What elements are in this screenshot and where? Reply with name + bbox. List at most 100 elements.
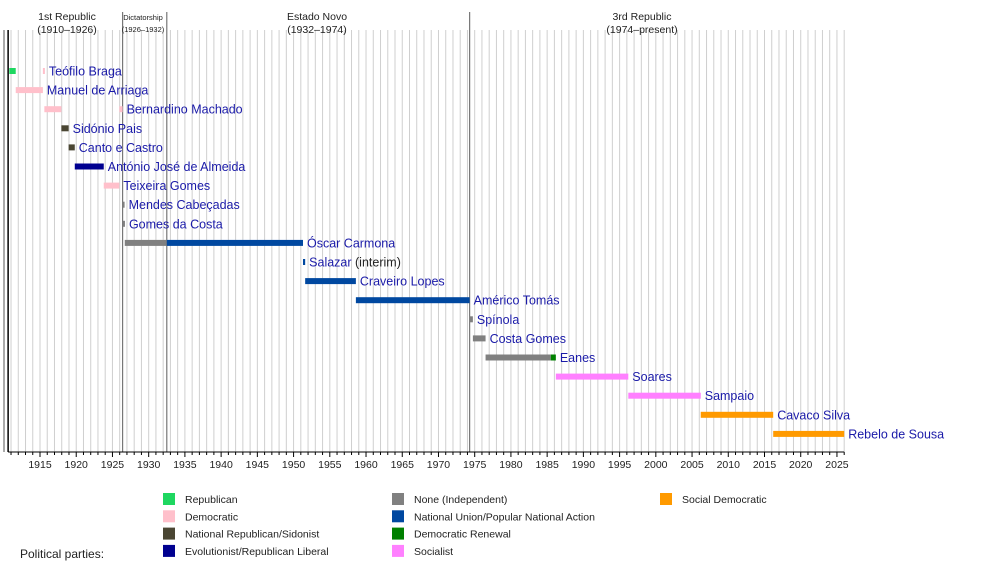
president-label: Óscar Carmona: [307, 235, 395, 250]
legend-label: Evolutionist/Republican Liberal: [185, 546, 329, 558]
x-tick-label: 1930: [137, 459, 161, 471]
president-name: Óscar Carmona: [307, 235, 395, 250]
term-bar: [61, 125, 69, 132]
term-bar: [166, 239, 303, 246]
x-tick-label: 1990: [572, 459, 596, 471]
x-tick-label: 1950: [282, 459, 306, 471]
president-label: Sampaio: [705, 389, 754, 403]
x-tick-label: 1970: [427, 459, 451, 471]
president-name: Craveiro Lopes: [360, 275, 445, 289]
legend-swatch: [392, 510, 404, 523]
president-name: Spínola: [477, 313, 519, 327]
era-range: (1910–1926): [37, 24, 97, 36]
term-bar: [122, 220, 125, 227]
president-label: Rebelo de Sousa: [848, 427, 944, 441]
term-bar: [628, 392, 701, 399]
legend-label: Republican: [185, 494, 238, 506]
term-bar: [74, 163, 104, 170]
president-label: Eanes: [560, 351, 595, 365]
president-name: Teixeira Gomes: [123, 179, 210, 193]
x-tick-label: 1935: [173, 459, 197, 471]
term-bar: [305, 278, 356, 285]
term-bar: [9, 68, 16, 74]
term-bar: [472, 335, 486, 342]
term-bar: [103, 182, 120, 189]
president-label: Soares: [632, 370, 672, 384]
x-tick-label: 1955: [318, 459, 342, 471]
president-name: Rebelo de Sousa: [848, 427, 944, 441]
legend-swatch: [392, 527, 404, 540]
president-name: António José de Almeida: [108, 160, 246, 174]
president-name: Américo Tomás: [474, 294, 560, 308]
x-tick-label: 1975: [463, 459, 487, 471]
president-name: Mendes Cabeçadas: [129, 198, 240, 212]
president-label: Mendes Cabeçadas: [129, 198, 240, 212]
era-range: (1974–present): [606, 24, 677, 36]
term-bar: [15, 87, 43, 94]
term-bar: [68, 144, 75, 151]
president-name: Sampaio: [705, 389, 754, 403]
term-bar: [119, 106, 123, 113]
term-bar: [42, 68, 45, 74]
x-tick-label: 2015: [753, 459, 777, 471]
president-label: Craveiro Lopes: [360, 275, 445, 289]
president-name: Gomes da Costa: [129, 217, 223, 231]
era-name: Dictatorship: [123, 13, 163, 22]
term-bar: [44, 106, 62, 113]
term-bar: [302, 259, 306, 265]
legend-swatch: [163, 544, 175, 557]
x-tick-label: 1965: [391, 459, 415, 471]
term-bar: [550, 354, 556, 361]
era-name: Estado Novo: [287, 11, 347, 23]
term-bar: [124, 239, 167, 246]
president-name: Teófilo Braga: [49, 65, 122, 79]
x-tick-label: 1915: [28, 459, 52, 471]
president-note: (interim): [352, 256, 401, 270]
legend-title: Political parties:: [20, 547, 104, 561]
era-range: (1932–1974): [287, 24, 347, 36]
president-label: Teófilo Braga: [49, 65, 122, 79]
president-label: Salazar (interim): [309, 256, 401, 270]
president-name: Eanes: [560, 351, 595, 365]
president-label: Sidónio Pais: [73, 122, 143, 136]
x-tick-label: 1920: [65, 459, 89, 471]
president-name: Canto e Castro: [79, 141, 163, 155]
legend-swatch: [163, 527, 175, 540]
legend-label: National Union/Popular National Action: [414, 511, 595, 523]
president-name: Bernardino Machado: [127, 103, 243, 117]
x-tick-label: 2020: [789, 459, 813, 471]
legend-label: Social Democratic: [682, 494, 767, 506]
president-name: Salazar: [309, 256, 351, 270]
legend-swatch: [163, 510, 175, 523]
x-tick-label: 1925: [101, 459, 125, 471]
legend-label: Democratic Renewal: [414, 529, 511, 541]
x-tick-label: 1985: [535, 459, 559, 471]
president-label: Cavaco Silva: [777, 408, 850, 422]
president-label: Gomes da Costa: [129, 217, 223, 231]
legend-label: None (Independent): [414, 494, 507, 506]
president-name: Costa Gomes: [490, 332, 566, 346]
legend-swatch: [392, 493, 404, 505]
president-label: Teixeira Gomes: [123, 179, 210, 193]
legend-label: Democratic: [185, 511, 238, 523]
president-label: António José de Almeida: [108, 160, 246, 174]
president-label: Bernardino Machado: [127, 103, 243, 117]
x-tick-label: 2000: [644, 459, 668, 471]
term-bar: [469, 316, 473, 323]
era-name: 1st Republic: [38, 11, 96, 23]
legend-swatch: [392, 544, 404, 557]
president-name: Sidónio Pais: [73, 122, 143, 136]
president-label: Canto e Castro: [79, 141, 163, 155]
x-tick-label: 1995: [608, 459, 632, 471]
x-tick-label: 2025: [825, 459, 849, 471]
term-bar: [355, 297, 470, 304]
term-bar: [485, 354, 551, 361]
x-tick-label: 2005: [680, 459, 704, 471]
legend-label: National Republican/Sidonist: [185, 529, 319, 541]
president-label: Américo Tomás: [474, 294, 560, 308]
term-bar: [555, 373, 629, 380]
president-name: Manuel de Arriaga: [47, 84, 149, 98]
legend-label: Socialist: [414, 546, 453, 558]
era-range: (1926–1932): [122, 25, 165, 34]
president-label: Manuel de Arriaga: [47, 84, 149, 98]
